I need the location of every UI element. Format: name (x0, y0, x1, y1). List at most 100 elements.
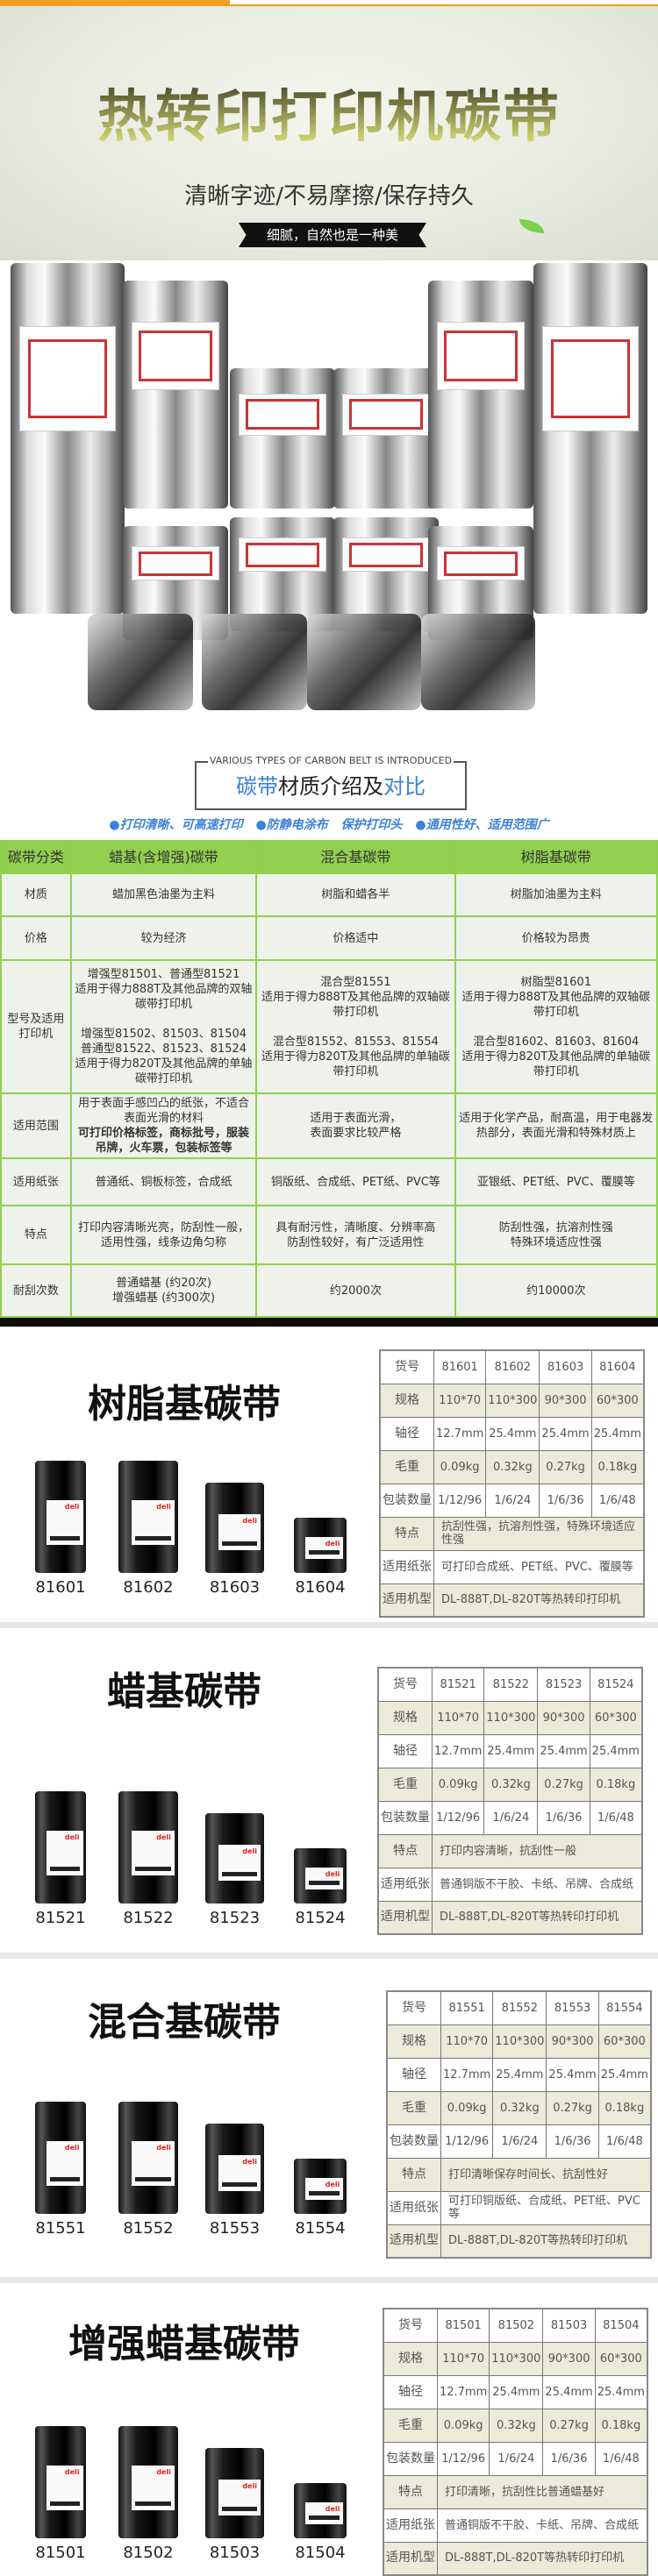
spec-value: 25.4mm (590, 1416, 645, 1451)
spec-row: 适用机型 DL-888T,DL-820T等热转印打印机 (386, 2224, 652, 2259)
label-frame (246, 542, 319, 567)
spec-table: 货号 81601 81602 81603 81604 规格 110*70 110*300 90*… (379, 1349, 645, 1618)
cell-text: 普通蜡基 (约20次) 增强蜡基 (约300次) (111, 1277, 216, 1305)
product-model-label: 81602 (123, 1578, 174, 1597)
spec-value: 普通铜版不干胶、卡纸、吊牌、合成纸 (431, 1867, 643, 1902)
product-model-label: 81522 (123, 1909, 174, 1927)
spec-row: 包装数量 1/12/96 1/6/24 1/6/36 1/6/48 (383, 2441, 648, 2476)
spec-label: 规格 (383, 2341, 438, 2376)
hero-subtitle: 清晰字迹/不易摩擦/保存持久 (184, 183, 474, 210)
spec-value: 12.7mm (431, 1733, 485, 1768)
spec-value: 1/6/48 (590, 1483, 645, 1518)
ribbon-roll (230, 517, 335, 631)
spec-value: 81601 (433, 1349, 487, 1384)
feature-bullet: ●通用性好、适用范围广 (415, 818, 549, 832)
spec-row: 包装数量 1/12/96 1/6/24 1/6/36 1/6/48 (379, 1483, 645, 1518)
brand-logo: deli (156, 1832, 171, 1841)
product-item: deli 81604 (294, 1518, 347, 1597)
cell-text: 铜版纸、合成纸、PET纸、PVC等 (271, 1175, 440, 1189)
table-cell: 树脂型81601 适用于得力888T及其他品牌的双轴碳带打印机 混合型81602… (454, 959, 658, 1094)
spec-value: 0.18kg (594, 2408, 648, 2443)
product-model-label: 81551 (35, 2219, 86, 2238)
spec-label: 包装数量 (383, 2441, 438, 2476)
ribbon-roll-image: deli (35, 2426, 86, 2538)
table-row: 材质 蜡加黑色油墨为主料 树脂和蜡各半 树脂加油墨为主料 (0, 872, 658, 917)
cell-text: 亚银纸、PET纸、PVC、覆膜等 (476, 1175, 635, 1189)
spec-value: 90*300 (546, 2024, 599, 2059)
spec-label: 毛重 (379, 1449, 434, 1484)
spec-value: 81603 (539, 1349, 592, 1384)
cell-text: 增强型81501、普通型81521 适用于得力888T及其他品牌的双轴碳带打印机… (75, 968, 253, 1085)
table-header-cell: 碳带分类 (0, 840, 72, 874)
product-item: deli 81503 (205, 2448, 264, 2562)
roll-label (436, 321, 526, 390)
cell-text: 较为经济 (140, 931, 187, 945)
table-cell: 铜版纸、合成纸、PET纸、PVC等 (255, 1157, 456, 1206)
label-frame (550, 339, 631, 418)
spec-row: 轴径 12.7mm 25.4mm 25.4mm 25.4mm (377, 1733, 643, 1768)
cell-text: 约10000次 (526, 1284, 586, 1298)
roll-label: deli (305, 2178, 344, 2201)
table-row: 适用纸张 普通纸、铜板标签，合成纸 铜版纸、合成纸、PET纸、PVC等 亚银纸、PET… (0, 1157, 658, 1206)
row-label: 适用纸张 (0, 1157, 72, 1206)
spec-value: 25.4mm (589, 1733, 643, 1768)
label-stripe (221, 1872, 257, 1877)
ribbon-roll (333, 517, 439, 631)
spec-value: 1/6/36 (546, 2124, 599, 2159)
table-header-cell: 混合基碳带 (255, 840, 456, 874)
table-cell: 打印内容清晰光亮，防刮性一般，适用性强，线条边角匀称 (69, 1205, 258, 1265)
spec-value: 0.27kg (537, 1767, 590, 1802)
spec-value: 110*70 (431, 1700, 485, 1735)
ribbon-roll-image: deli (294, 2483, 347, 2538)
ribbon-roll (230, 368, 335, 509)
comparison-table: 碳带分类 蜡基(含增强)碳带 混合基碳带 树脂基碳带 材质 蜡加黑色油墨为主料 树脂和蜡各半… (0, 840, 658, 1318)
spec-value: 110*70 (440, 2024, 494, 2059)
row-label: 材质 (0, 872, 72, 917)
roll-label (19, 326, 116, 431)
spec-value: 12.7mm (436, 2374, 490, 2409)
cell-text: 约2000次 (329, 1284, 382, 1298)
spec-value: 81553 (546, 1990, 599, 2025)
row-label: 耐刮次数 (0, 1263, 72, 1318)
ribbon-roll-image: deli (205, 1813, 264, 1904)
table-cell: 约10000次 (454, 1263, 658, 1318)
spec-label: 轴径 (379, 1416, 434, 1451)
table-cell: 增强型81501、普通型81521 适用于得力888T及其他品牌的双轴碳带打印机… (69, 959, 258, 1094)
table-row: 适用范围 用于表面手感凹凸的纸张，不适合表面光滑的材料 可打印价格标签，商标批号，服… (0, 1092, 658, 1159)
spec-row: 特点 打印清晰保存时间长、抗刮性好 (386, 2157, 652, 2192)
roll-label: deli (218, 1845, 261, 1882)
row-label: 型号及适用打印机 (0, 959, 72, 1094)
roll-label: deli (305, 1537, 344, 1560)
spec-row: 规格 110*70 110*300 90*300 60*300 (383, 2341, 648, 2376)
spec-label: 包装数量 (379, 1483, 434, 1518)
table-cell: 适用于表面光滑， 表面要求比较严格 (255, 1092, 456, 1159)
table-row: 价格 较为经济 价格适中 价格较为昂贵 (0, 915, 658, 961)
divider-bar (0, 1318, 658, 1327)
spec-value: 1/12/96 (431, 1800, 485, 1835)
ribbon-roll-image: deli (205, 2448, 264, 2538)
spec-row: 规格 110*70 110*300 90*300 60*300 (379, 1383, 645, 1418)
spec-label: 适用机型 (383, 2541, 438, 2576)
ribbon-roll-image: deli (294, 1848, 347, 1904)
product-item: deli 81522 (118, 1791, 178, 1927)
feature-bullet: ●防静电涂布 保护打印头 (255, 818, 403, 832)
product-item: deli 81602 (118, 1461, 178, 1597)
spec-row: 适用机型 DL-888T,DL-820T等热转印打印机 (377, 1900, 643, 1935)
spec-label: 规格 (379, 1383, 434, 1418)
product-item: deli 81603 (205, 1483, 264, 1597)
spec-label: 货号 (383, 2308, 438, 2343)
spec-row: 适用机型 DL-888T,DL-820T等热转印打印机 (383, 2541, 648, 2576)
spec-value: 0.27kg (542, 2408, 596, 2443)
label-stripe (134, 1535, 171, 1541)
spec-value: 110*300 (489, 2341, 544, 2376)
spec-label: 货号 (379, 1349, 434, 1384)
spec-row: 货号 81601 81602 81603 81604 (379, 1349, 645, 1384)
packed-roll (307, 614, 421, 710)
ribbon-roll-image: deli (205, 2124, 264, 2214)
packed-roll (202, 614, 307, 710)
brand-logo: deli (156, 2467, 171, 2476)
table-cell: 普通纸、铜板标签，合成纸 (69, 1157, 258, 1206)
product-item: deli 81601 (35, 1461, 86, 1597)
spec-row: 轴径 12.7mm 25.4mm 25.4mm 25.4mm (386, 2057, 652, 2092)
label-frame (349, 542, 423, 567)
